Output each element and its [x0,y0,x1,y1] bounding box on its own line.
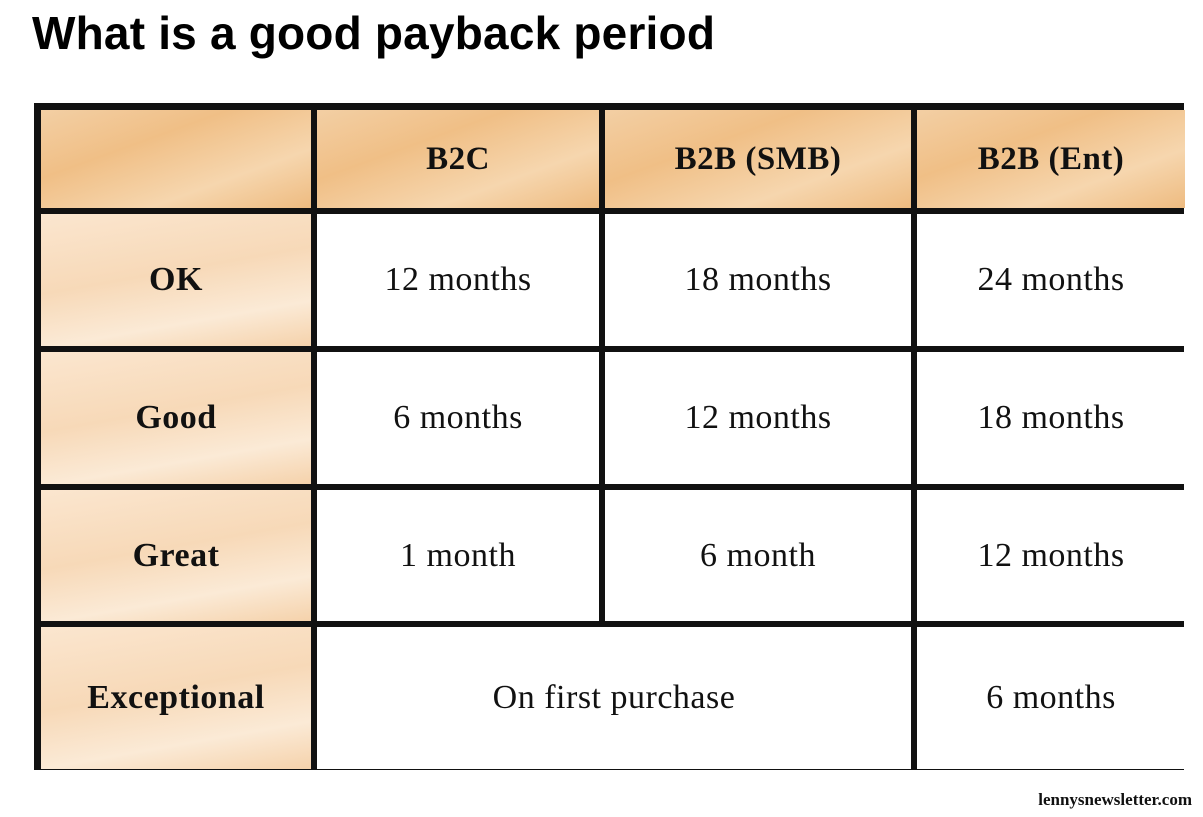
row-label-great: Great [41,490,311,621]
table-cell: 12 months [605,352,911,484]
source-credit: lennysnewsletter.com [1038,790,1192,809]
table-cell: 1 month [317,490,599,621]
table-cell: 18 months [605,214,911,346]
table-cell: 6 months [317,352,599,484]
merged-table-cell: On first purchase [317,627,911,769]
table-cell: 6 month [605,490,911,621]
row-label-good: Good [41,352,311,484]
column-header-b2c: B2C [317,110,599,208]
table-cell: 24 months [917,214,1185,346]
table-cell: 12 months [917,490,1185,621]
table-cell: 18 months [917,352,1185,484]
table-corner-cell [41,110,311,208]
row-label-exceptional: Exceptional [41,627,311,769]
table-cell: 12 months [317,214,599,346]
payback-table: B2C B2B (SMB) B2B (Ent) OK 12 months 18 … [34,103,1185,770]
table-cell: 6 months [917,627,1185,769]
page-title: What is a good payback period [32,7,716,59]
row-label-ok: OK [41,214,311,346]
column-header-b2b-smb: B2B (SMB) [605,110,911,208]
column-header-b2b-ent: B2B (Ent) [917,110,1185,208]
